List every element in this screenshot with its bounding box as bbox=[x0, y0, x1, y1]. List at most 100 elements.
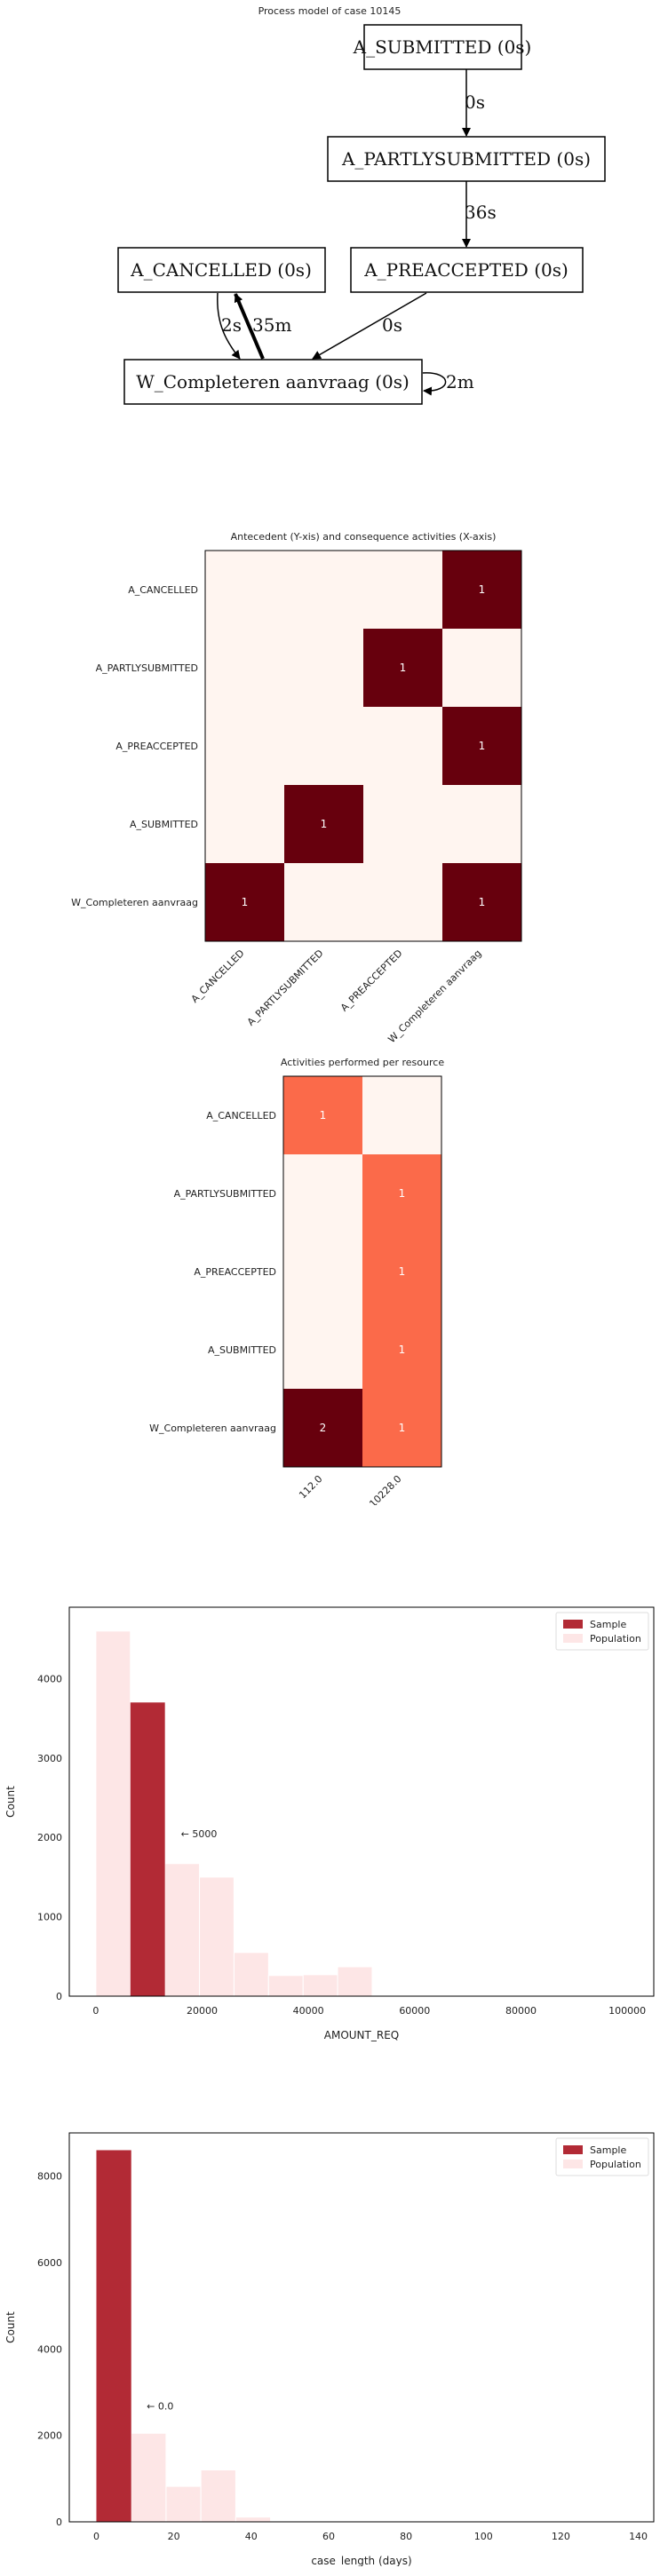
heatmap-col-label: 10228.0 bbox=[367, 1473, 403, 1505]
node-a-preaccepted-label: A_PREACCEPTED (0s) bbox=[363, 259, 569, 281]
x-tick-label: 80000 bbox=[505, 2005, 537, 2017]
y-tick-label: 8000 bbox=[37, 2171, 62, 2183]
heatmap-cell bbox=[205, 551, 284, 629]
x-tick-label: 120 bbox=[552, 2531, 570, 2542]
x-tick-label: 40000 bbox=[293, 2005, 324, 2017]
heatmap-cell bbox=[363, 863, 442, 941]
antecedent-consequence-heatmap: Antecedent (Y-xis) and consequence activ… bbox=[71, 531, 522, 1045]
edge-label-4: 0s bbox=[382, 314, 402, 336]
heatmap-cell-value: 1 bbox=[479, 740, 486, 752]
population-bar bbox=[165, 2485, 202, 2523]
heatmap-row-label: A_PREACCEPTED bbox=[115, 741, 198, 752]
heatmap-cell bbox=[442, 707, 521, 785]
sample-bar bbox=[130, 1702, 165, 1996]
heatmap-col-label: A_CANCELLED bbox=[189, 947, 247, 1005]
node-a-submitted-label: A_SUBMITTED (0s) bbox=[353, 36, 532, 58]
x-tick-label: 0 bbox=[92, 2005, 99, 2017]
heatmap-cell bbox=[442, 551, 521, 629]
heatmap-cell bbox=[283, 1076, 362, 1154]
heatmap-row-label: A_PREACCEPTED bbox=[194, 1266, 276, 1278]
edge-completeren-cancelled bbox=[234, 293, 265, 360]
amount-req-histogram: 0 20000 40000 60000 80000 100000 0 1000 2000 3000… bbox=[4, 1606, 655, 2041]
heatmap-row-label: A_PARTLYSUBMITTED bbox=[96, 662, 198, 674]
node-w-completeren-label: W_Completeren aanvraag (0s) bbox=[136, 371, 410, 392]
node-w-completeren bbox=[123, 359, 423, 405]
heatmap-cell-value: 1 bbox=[479, 583, 486, 596]
edge-label-1: 36s bbox=[465, 202, 497, 223]
heatmap-title: Antecedent (Y-xis) and consequence activ… bbox=[231, 531, 497, 543]
heatmap-cell bbox=[284, 629, 363, 707]
heatmap-cell bbox=[362, 1389, 441, 1467]
legend-label: Population bbox=[590, 2159, 641, 2170]
heatmap-cell-value: 1 bbox=[321, 818, 328, 830]
x-tick-label: 20000 bbox=[187, 2005, 218, 2017]
x-tick-label: 60 bbox=[322, 2531, 335, 2542]
edge-cancelled-completeren bbox=[217, 292, 241, 360]
edge-preaccepted-completeren bbox=[312, 292, 427, 360]
heatmap-col-label: 112.0 bbox=[297, 1473, 324, 1501]
population-bar bbox=[267, 1975, 304, 1997]
heatmap-cell-value: 1 bbox=[320, 1109, 327, 1122]
node-a-partlysubmitted-label: A_PARTLYSUBMITTED (0s) bbox=[341, 148, 591, 170]
y-tick-label: 4000 bbox=[37, 2343, 62, 2355]
heatmap-cell-value: 1 bbox=[400, 662, 407, 674]
heatmap-cell bbox=[205, 785, 284, 863]
population-bar bbox=[200, 2469, 236, 2523]
heatmap-cell-value: 1 bbox=[399, 1422, 406, 1434]
x-tick-label: 80 bbox=[400, 2531, 412, 2542]
heatmap-row-label: A_CANCELLED bbox=[206, 1110, 276, 1122]
population-bar bbox=[302, 1974, 338, 1997]
resource-activity-heatmap: Activities performed per resource 1 1 1 1 2 1 A… bbox=[149, 1057, 444, 1505]
x-tick-label: 140 bbox=[629, 2531, 648, 2542]
x-tick-label: 60000 bbox=[399, 2005, 430, 2017]
heatmap-cell bbox=[205, 629, 284, 707]
edge-label-0: 0s bbox=[465, 91, 485, 113]
heatmap-row-label: A_CANCELLED bbox=[128, 584, 198, 596]
y-tick-label: 1000 bbox=[37, 1912, 62, 1923]
x-tick-label: 100000 bbox=[608, 2005, 646, 2017]
heatmap-cell-value: 1 bbox=[399, 1187, 406, 1200]
heatmap-frame bbox=[282, 1075, 442, 1468]
population-bar bbox=[235, 2517, 272, 2523]
heatmap-cell bbox=[283, 1233, 362, 1311]
population-bar bbox=[199, 1876, 235, 1997]
heatmap-row-label: A_SUBMITTED bbox=[208, 1344, 276, 1356]
heatmap-cell bbox=[442, 863, 521, 941]
heatmap-cell bbox=[284, 551, 363, 629]
y-tick-label: 6000 bbox=[37, 2257, 62, 2269]
population-bar bbox=[233, 1952, 269, 1997]
process-model-graph: Process model of case 10145 A_SUBMITTED … bbox=[117, 5, 606, 405]
heatmap-cell bbox=[362, 1076, 441, 1154]
heatmap-cell bbox=[363, 707, 442, 785]
heatmap-cell bbox=[363, 785, 442, 863]
y-tick-label: 0 bbox=[56, 1991, 62, 2002]
legend-swatch bbox=[563, 2160, 583, 2168]
heatmap-cell bbox=[283, 1389, 362, 1467]
heatmap-col-label: A_PARTLYSUBMITTED bbox=[245, 947, 326, 1028]
heatmap-row-label: A_PARTLYSUBMITTED bbox=[174, 1188, 276, 1200]
heatmap-cell bbox=[284, 707, 363, 785]
heatmap-cell bbox=[362, 1154, 441, 1233]
annotation: ← 0.0 bbox=[147, 2400, 173, 2412]
node-a-partlysubmitted bbox=[327, 136, 606, 182]
edge-label-3: 35m bbox=[252, 314, 291, 336]
plot-frame bbox=[68, 2132, 655, 2523]
heatmap-cell bbox=[363, 551, 442, 629]
heatmap-cell-value: 2 bbox=[320, 1422, 327, 1434]
heatmap-cell bbox=[362, 1311, 441, 1389]
heatmap-cell-value: 1 bbox=[399, 1265, 406, 1278]
heatmap-col-label: W_Completeren aanvraag bbox=[386, 947, 483, 1045]
heatmap-cell-value: 1 bbox=[479, 896, 486, 908]
edge-label-5: 2m bbox=[446, 371, 474, 392]
heatmap-cell bbox=[284, 785, 363, 863]
node-a-cancelled bbox=[117, 247, 326, 293]
node-a-cancelled-label: A_CANCELLED (0s) bbox=[130, 259, 312, 281]
heatmap-cell bbox=[205, 863, 284, 941]
x-tick-label: 100 bbox=[474, 2531, 493, 2542]
x-tick-label: 0 bbox=[93, 2531, 99, 2542]
annotation: ← 5000 bbox=[181, 1828, 218, 1840]
legend-swatch bbox=[563, 1634, 583, 1643]
legend-label: Sample bbox=[590, 1619, 626, 1630]
y-tick-label: 2000 bbox=[37, 2430, 62, 2442]
heatmap-cell-value: 1 bbox=[242, 896, 249, 908]
